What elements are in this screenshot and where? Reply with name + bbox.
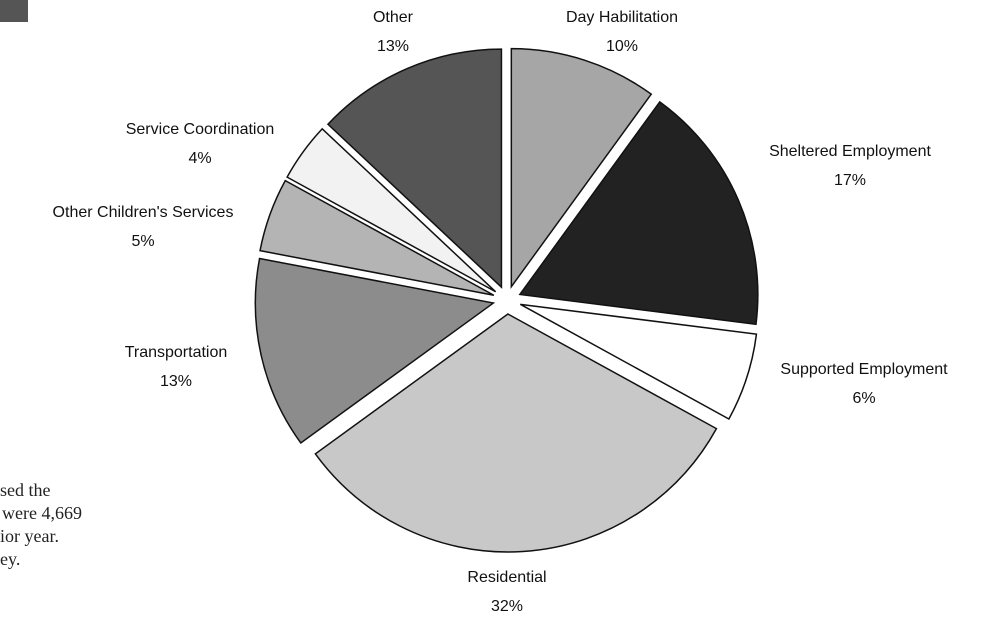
slice-value-label: 17% xyxy=(834,172,866,189)
slice-value-label: 10% xyxy=(606,38,638,55)
slice-value-label: 13% xyxy=(377,38,409,55)
body-text-fragment: were 4,669 xyxy=(2,503,82,523)
slice-value-label: 32% xyxy=(491,598,523,615)
slice-label: Residential xyxy=(467,569,546,586)
slice-label: Transportation xyxy=(125,344,228,361)
slice-label: Other Children's Services xyxy=(53,204,234,221)
body-text-fragment: ior year. xyxy=(0,526,59,546)
slice-label: Service Coordination xyxy=(126,121,275,138)
body-text-fragment: sed the xyxy=(0,480,50,500)
body-text-fragment: ey. xyxy=(0,549,20,569)
slice-value-label: 6% xyxy=(852,390,875,407)
slice-value-label: 13% xyxy=(160,373,192,390)
slice-value-label: 5% xyxy=(131,233,154,250)
slice-value-label: 4% xyxy=(188,150,211,167)
slice-label: Day Habilitation xyxy=(566,9,678,26)
slice-label: Other xyxy=(373,9,414,26)
slice-label: Supported Employment xyxy=(780,361,948,378)
chart: Day Habilitation 10% Sheltered Employment 1… xyxy=(0,0,990,622)
slice-label: Sheltered Employment xyxy=(769,143,931,160)
cropped-image xyxy=(0,0,28,22)
